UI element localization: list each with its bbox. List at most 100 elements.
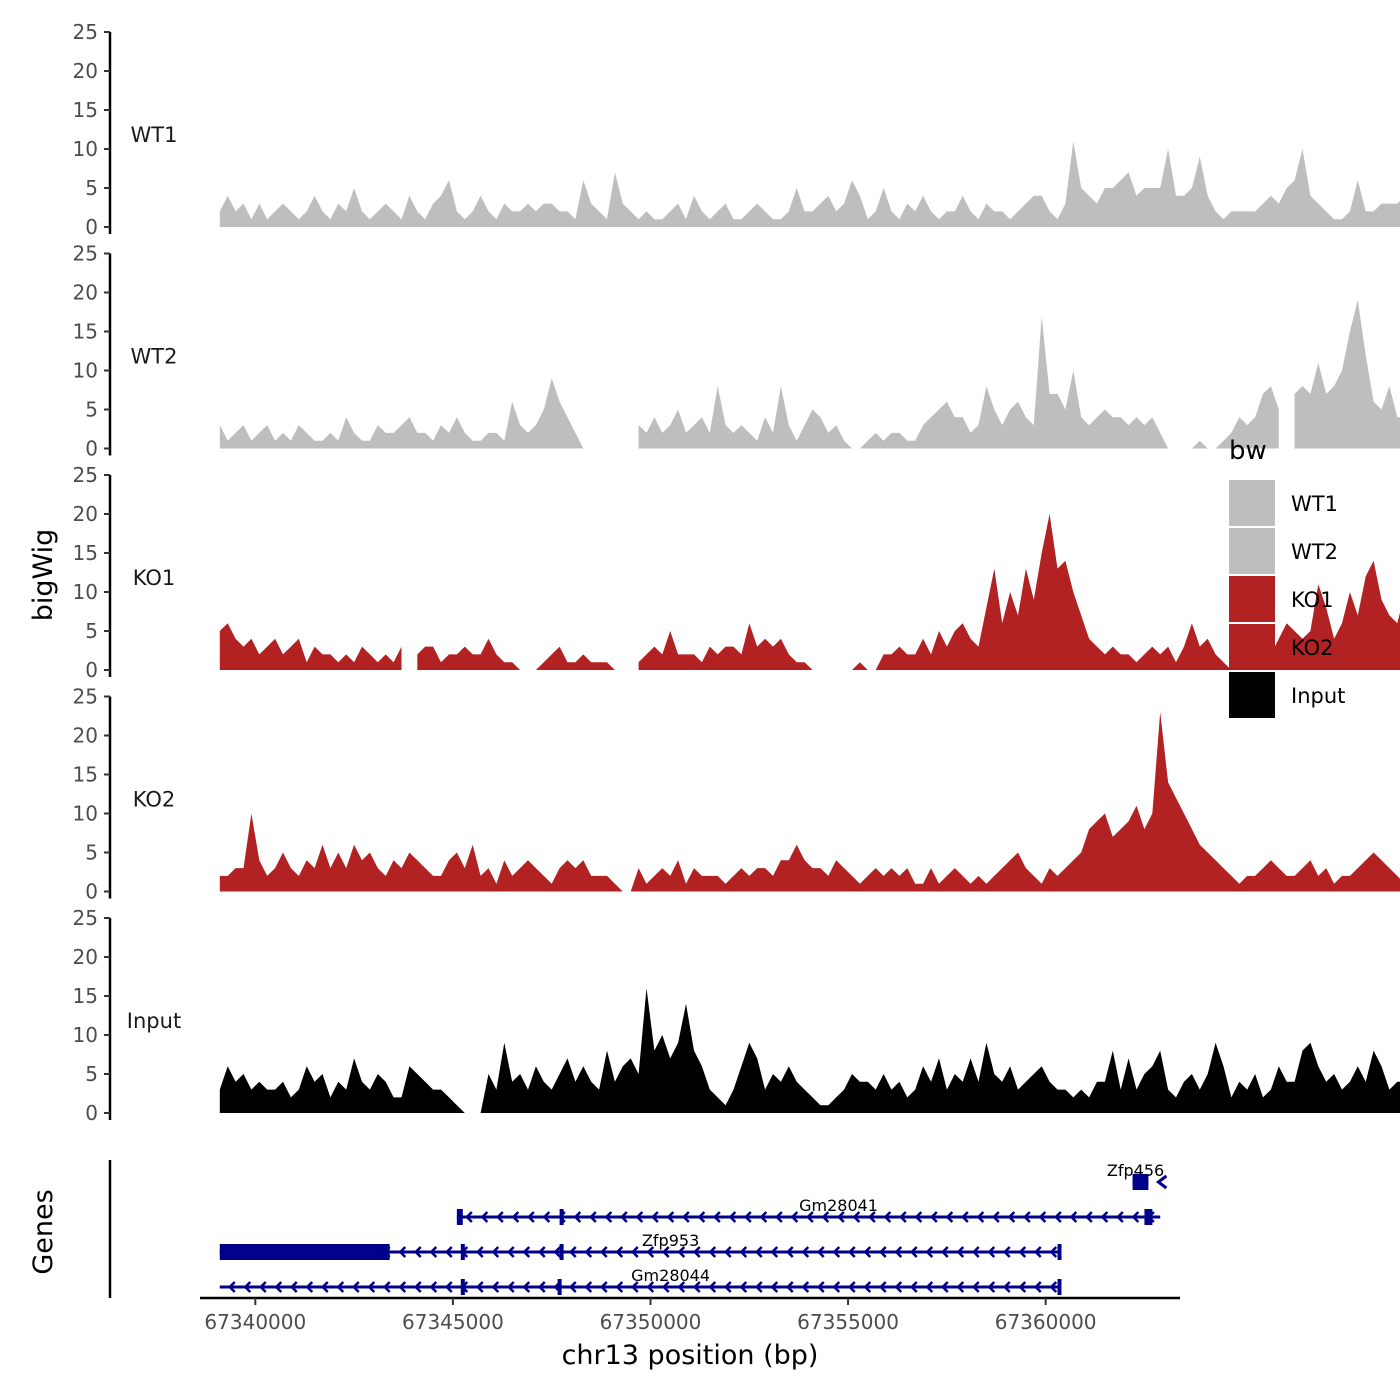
strand-arrow [413, 1246, 422, 1258]
gene-exon [219, 1244, 390, 1260]
strand-arrow [646, 1281, 655, 1293]
y-tick-label: 0 [85, 215, 98, 239]
strand-arrow [465, 1211, 473, 1223]
y-tick-label: 10 [73, 137, 98, 161]
strand-arrow [692, 1246, 701, 1258]
strand-arrow [940, 1281, 949, 1293]
strand-arrow [770, 1246, 779, 1258]
legend-title: bw [1229, 436, 1267, 466]
strand-arrow [537, 1246, 546, 1258]
strand-arrow [1116, 1211, 1124, 1223]
legend-key-ko2 [1229, 624, 1275, 670]
strand-arrow [1069, 1211, 1078, 1223]
strand-arrow [320, 1281, 329, 1293]
track-ko2: 0 5 10 15 20 25 KO2 [73, 685, 1400, 904]
strand-arrow [1002, 1281, 1011, 1293]
track-wt1: 0 5 10 15 20 25 WT1 [73, 20, 1400, 239]
y-tick-label: 10 [73, 802, 98, 826]
strand-arrow [413, 1281, 422, 1293]
strand-arrow [677, 1281, 686, 1293]
track-wt2: 0 5 10 15 20 25 WT2 [73, 242, 1400, 461]
y-tick-label: 0 [85, 880, 98, 904]
strand-arrow [568, 1246, 577, 1258]
strand-arrow [790, 1211, 799, 1223]
y-tick-label: 20 [73, 724, 98, 748]
legend-label: KO2 [1291, 636, 1334, 660]
strand-arrow [894, 1281, 903, 1293]
strand-arrow [506, 1246, 515, 1258]
strand-arrow [925, 1281, 934, 1293]
strand-arrow [744, 1211, 752, 1223]
y-tick-label: 5 [85, 841, 98, 865]
y-tick-label: 0 [85, 437, 98, 461]
strand-arrow [837, 1211, 845, 1223]
gene-label: Gm28041 [799, 1196, 878, 1215]
strand-arrow [336, 1281, 345, 1293]
gene-exon [460, 1244, 465, 1260]
gene-label: Zfp456 [1107, 1161, 1164, 1180]
x-tick-label: 67360000 [995, 1310, 1097, 1334]
strand-arrow [398, 1246, 407, 1258]
coverage-area-ko1 [417, 638, 615, 670]
strand-arrow [1018, 1281, 1027, 1293]
strand-arrow [739, 1281, 748, 1293]
strand-arrow [589, 1211, 597, 1223]
x-tick-label: 67345000 [402, 1310, 504, 1334]
genes-panel-title: Genes [28, 1189, 59, 1274]
y-tick-label: 15 [73, 763, 98, 787]
strand-arrow [651, 1211, 659, 1223]
strand-arrow [940, 1246, 949, 1258]
coverage-area-ko2 [219, 712, 1400, 892]
y-tick-label: 15 [73, 541, 98, 565]
strand-arrow [770, 1281, 779, 1293]
gene-exon [1132, 1174, 1149, 1190]
strand-arrow [604, 1211, 613, 1223]
strand-arrow [429, 1246, 438, 1258]
y-tick-label: 20 [73, 281, 98, 305]
coverage-area-wt2 [1294, 300, 1400, 449]
strand-arrow [852, 1211, 861, 1223]
legend-label: KO1 [1291, 588, 1334, 612]
y-tick-label: 15 [73, 320, 98, 344]
strand-arrow [971, 1246, 980, 1258]
strand-arrow [832, 1281, 841, 1293]
strand-arrow [925, 1246, 934, 1258]
strand-arrow [677, 1246, 686, 1258]
strand-arrow [258, 1281, 267, 1293]
strand-arrow [878, 1281, 887, 1293]
strand-arrow [992, 1211, 1000, 1223]
strand-arrow [568, 1281, 577, 1293]
strand-arrow [971, 1281, 980, 1293]
strand-arrow [713, 1211, 721, 1223]
strand-arrow [1033, 1246, 1042, 1258]
gene-exon [456, 1209, 463, 1225]
y-tick-label: 15 [73, 98, 98, 122]
strand-arrow [511, 1211, 520, 1223]
strand-arrow [382, 1281, 391, 1293]
gene-exon [1057, 1279, 1062, 1295]
strand-arrow [1049, 1246, 1058, 1258]
strand-arrow [646, 1246, 655, 1258]
strand-arrow [930, 1211, 938, 1223]
legend-label: WT2 [1291, 540, 1338, 564]
strand-arrow [945, 1211, 954, 1223]
strand-arrow [506, 1281, 515, 1293]
strand-arrow [754, 1281, 763, 1293]
strand-arrow [537, 1281, 546, 1293]
strand-arrow [661, 1246, 670, 1258]
strand-arrow [573, 1211, 582, 1223]
x-tick-label: 67355000 [797, 1310, 899, 1334]
strand-arrow [491, 1246, 500, 1258]
strand-arrow [527, 1211, 535, 1223]
strand-arrow [816, 1246, 825, 1258]
strand-arrow [289, 1281, 298, 1293]
y-tick-label: 10 [73, 359, 98, 383]
strand-arrow [475, 1281, 484, 1293]
strand-arrow [444, 1281, 453, 1293]
gene-exon [559, 1209, 564, 1225]
track-label: KO2 [133, 788, 176, 812]
y-tick-label: 25 [73, 685, 98, 709]
gene-exon [1144, 1209, 1153, 1225]
gene-exon [1057, 1244, 1062, 1260]
